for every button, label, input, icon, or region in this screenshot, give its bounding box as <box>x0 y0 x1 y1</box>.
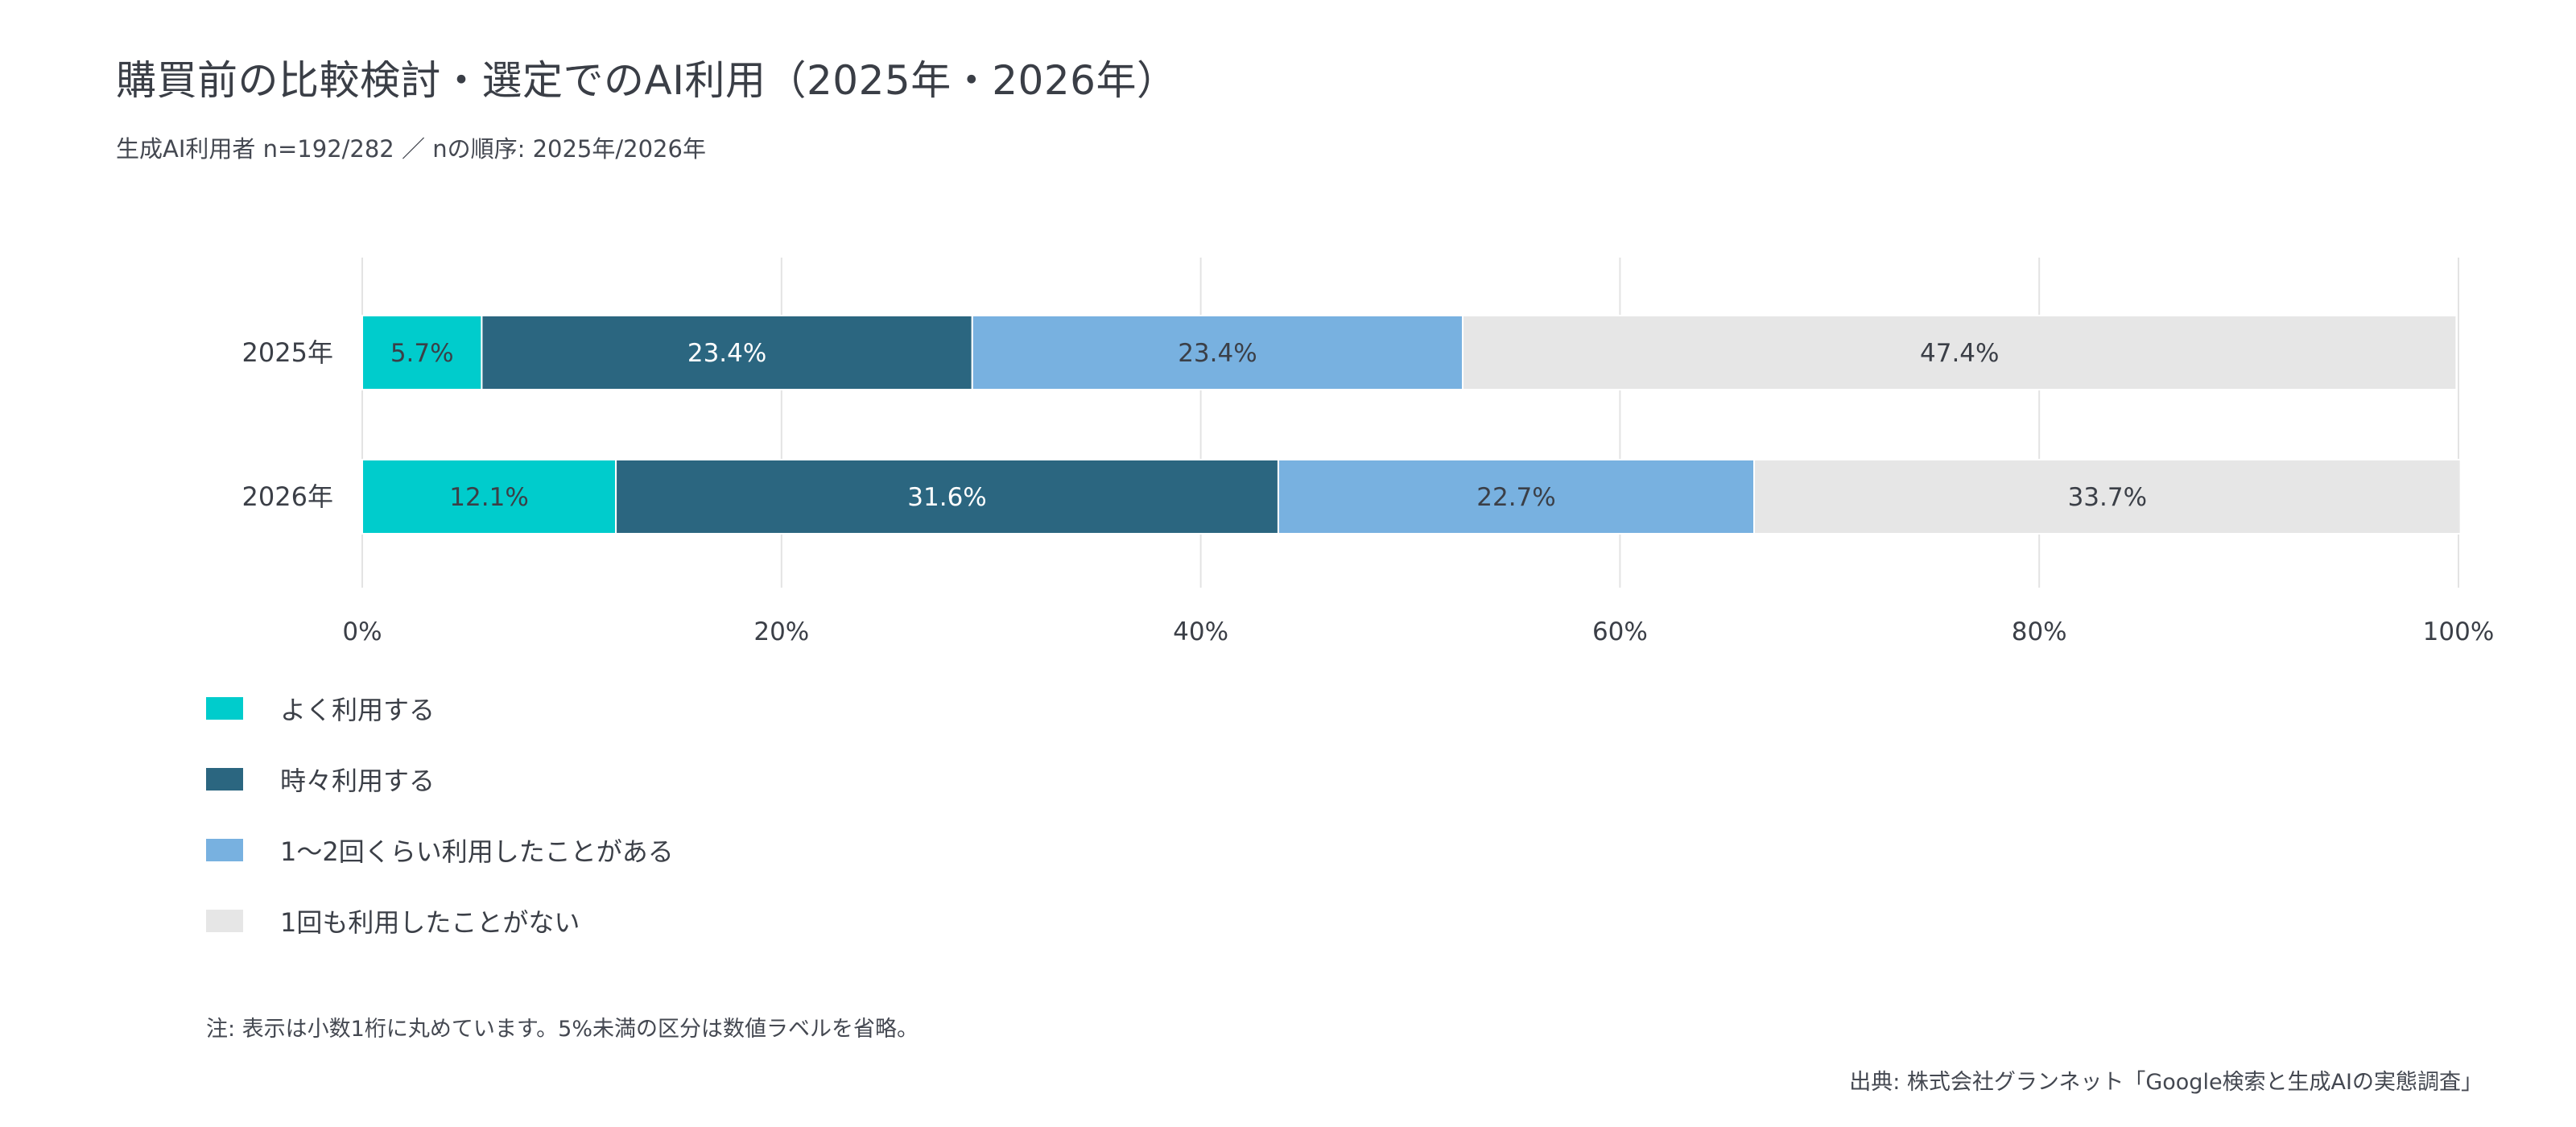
legend: よく利用する 時々利用する 1〜2回くらい利用したことがある 1回も利用したこと… <box>206 673 674 956</box>
gridlines <box>361 258 2459 588</box>
legend-swatch <box>206 768 243 791</box>
axes: 0% 20% 40% 60% 80% 100% 2025年 2026年 <box>242 337 2495 644</box>
source-credit: 出典: 株式会社グランネット「Google検索と生成AIの実態調査」 <box>1849 1070 2483 1095</box>
legend-item-1: 時々利用する <box>206 744 674 815</box>
legend-item-3: 1回も利用したことがない <box>206 886 674 956</box>
bar-segment <box>361 459 617 535</box>
data-label: 33.7% <box>2068 483 2147 512</box>
legend-label: 時々利用する <box>280 766 436 796</box>
bar-segment <box>1462 315 2458 390</box>
legend-label: よく利用する <box>280 695 436 725</box>
data-label: 47.4% <box>1920 339 1999 368</box>
stacked-bar-chart: 5.7% 23.4% 23.4% 47.4%12.1% 31.6% 22.7% 33.7% … <box>242 258 2495 644</box>
footnote: 注: 表示は小数1桁に丸めています。5%未満の区分は数値ラベルを省略。 <box>206 1017 919 1042</box>
x-tick-label: 40% <box>1173 617 1228 644</box>
chart-subtitle: 生成AI利用者 n=192/282 ／ nの順序: 2025年/2026年 <box>116 135 706 163</box>
legend-swatch <box>206 697 243 720</box>
data-label: 12.1% <box>449 483 528 512</box>
data-label: 5.7% <box>390 339 454 368</box>
legend-item-0: よく利用する <box>206 673 674 744</box>
bar-segment <box>1753 459 2462 535</box>
legend-label: 1回も利用したことがない <box>280 907 580 938</box>
x-tick-label: 80% <box>2012 617 2067 644</box>
x-tick-label: 0% <box>342 617 382 644</box>
legend-swatch <box>206 910 243 932</box>
legend-label: 1〜2回くらい利用したことがある <box>280 836 674 867</box>
legend-item-2: 1〜2回くらい利用したことがある <box>206 815 674 886</box>
bar-segment <box>971 315 1464 390</box>
bar-segment <box>1277 459 1756 535</box>
bar-segment <box>361 315 483 390</box>
data-label: 23.4% <box>1178 339 1257 368</box>
x-tick-label: 20% <box>753 617 809 644</box>
chart-title: 購買前の比較検討・選定でのAI利用（2025年・2026年） <box>116 57 1178 104</box>
x-tick-label: 60% <box>1592 617 1648 644</box>
data-label: 31.6% <box>907 483 986 512</box>
legend-swatch <box>206 839 243 861</box>
data-label: 22.7% <box>1476 483 1555 512</box>
y-tick-label: 2025年 <box>242 337 333 368</box>
data-labels: 5.7% 23.4% 23.4% 47.4% 12.1% 31.6% 22.7% 33.7% <box>390 339 2147 512</box>
bar-segment <box>481 315 973 390</box>
x-tick-label: 100% <box>2423 617 2495 644</box>
bar-segment <box>615 459 1279 535</box>
y-tick-label: 2026年 <box>242 481 333 512</box>
bars <box>361 315 2462 535</box>
data-label: 23.4% <box>687 339 766 368</box>
